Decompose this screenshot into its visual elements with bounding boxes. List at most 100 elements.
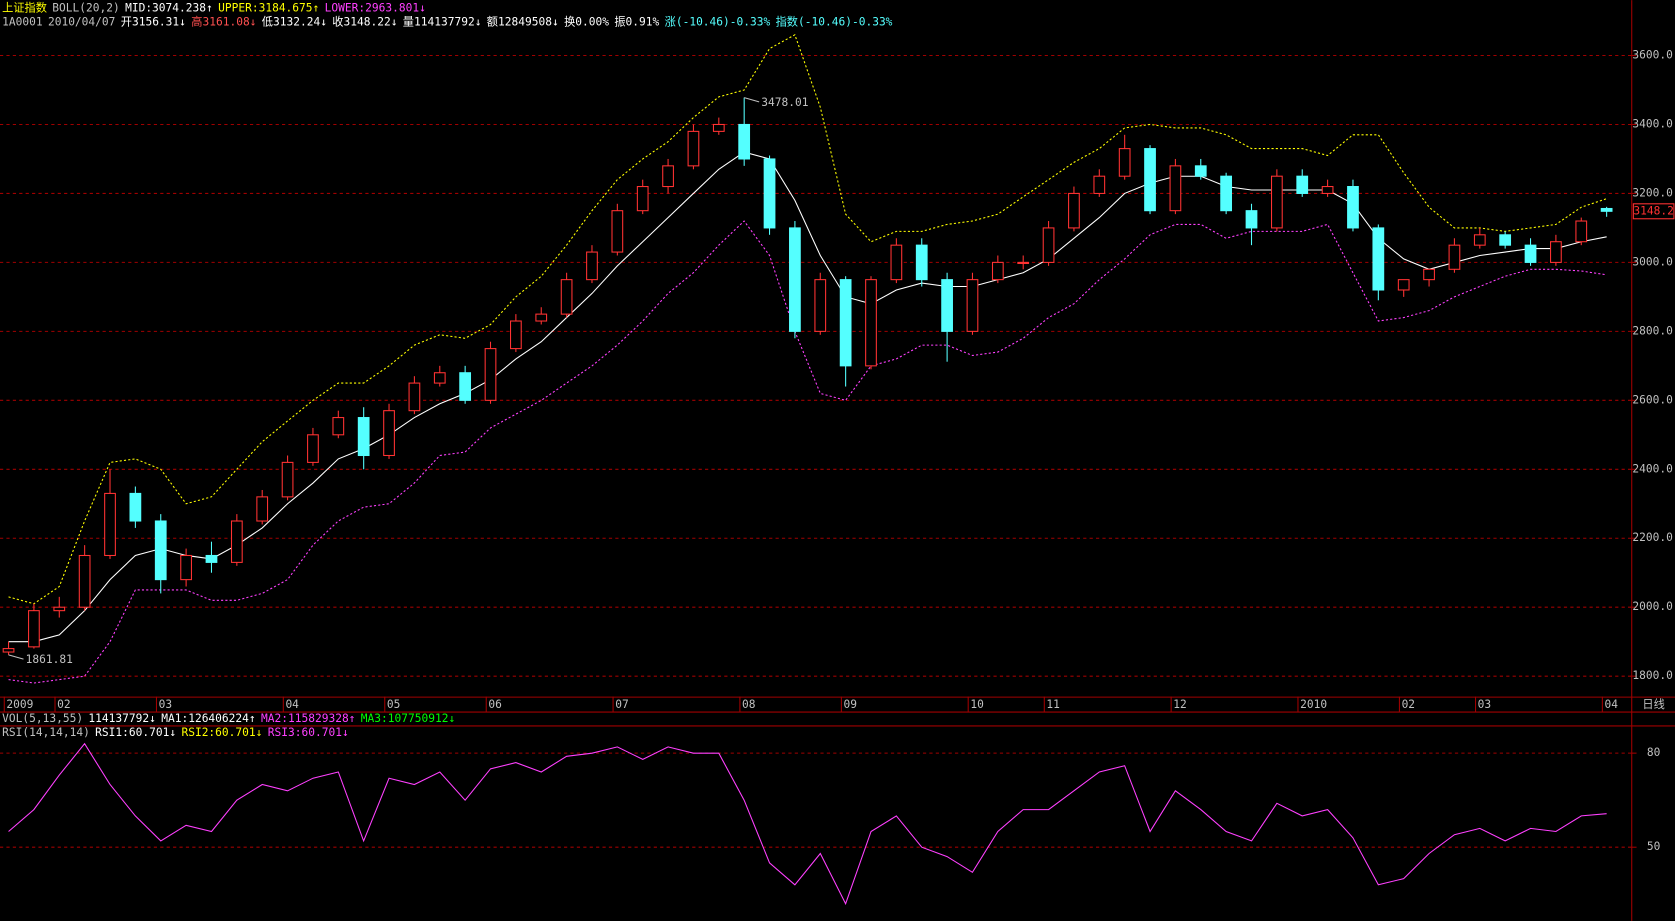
x-tick-label: 04	[285, 698, 299, 711]
header-text: VOL(5,13,55)	[2, 712, 83, 725]
candle-body	[1068, 192, 1080, 229]
candle-body	[1397, 279, 1410, 291]
x-tick-label: 03	[159, 698, 172, 711]
header-text: RSI1:60.701↓	[95, 726, 176, 739]
boll-lower	[8, 220, 1607, 684]
candle-body	[687, 130, 700, 167]
candle-body	[129, 492, 142, 522]
x-tick-label: 10	[970, 698, 984, 711]
candle-body	[509, 320, 522, 350]
candle-body	[307, 434, 319, 463]
x-tick-label: 03	[1478, 698, 1492, 711]
candle-body	[586, 251, 598, 281]
y-tick-label: 80	[1647, 746, 1661, 759]
candle-body	[763, 158, 776, 229]
candle-body	[1550, 241, 1562, 263]
rsi-line	[8, 742, 1607, 906]
header-text: MA2:115829328↑	[261, 712, 355, 725]
header-text: 开3156.31↓	[121, 16, 186, 29]
header-text: 指数(-10.46)-0.33%	[776, 15, 893, 29]
candle-body	[1296, 175, 1309, 194]
header-text: MA1:126406224↑	[161, 712, 255, 725]
header-text: 量114137792↓	[403, 16, 482, 29]
header-text: 1A0001	[2, 16, 42, 29]
candle-body	[611, 210, 624, 253]
x-tick-label: 06	[488, 698, 502, 711]
header-text: 低3132.24↓	[262, 16, 327, 29]
y-tick-label: 50	[1647, 840, 1661, 853]
candle-body	[915, 244, 928, 281]
candle-body	[53, 606, 66, 612]
candle-body	[941, 279, 953, 332]
header-text: 涨(-10.46)-0.33%	[665, 16, 771, 29]
candle-body	[712, 123, 725, 132]
x-tick-label: 2010	[1300, 698, 1327, 711]
candle-body	[256, 496, 269, 522]
candle-body	[865, 279, 877, 367]
candle-body	[1372, 227, 1385, 291]
last-price-label: 3148.2	[1633, 204, 1673, 217]
candle-body	[1093, 175, 1106, 194]
candle-body	[1017, 261, 1030, 265]
candle-body	[230, 520, 243, 563]
candle-body	[205, 554, 218, 563]
header-text: 振0.91%	[614, 15, 659, 29]
x-tick-label: 02	[1402, 698, 1415, 711]
header-text: 高3161.08↓	[191, 15, 256, 29]
header-text: 上证指数	[2, 1, 47, 15]
candle-body	[1194, 165, 1207, 177]
candle-body	[1220, 175, 1233, 212]
x-tick-label: 2009	[6, 698, 33, 711]
candle-body	[1321, 186, 1334, 194]
header-text: RSI(14,14,14)	[2, 726, 90, 739]
candle-body	[1499, 234, 1512, 246]
candle-body	[966, 279, 979, 332]
header-text: RSI2:60.701↓	[181, 726, 262, 739]
header-text: LOWER:2963.801↓	[325, 2, 426, 15]
x-tick-label: 09	[844, 698, 858, 711]
candle-body	[1600, 207, 1613, 212]
candle-body	[738, 123, 751, 160]
header-text: 换0.00%	[564, 15, 609, 29]
candle-body	[535, 313, 548, 322]
candle-body	[433, 372, 446, 384]
candle-body	[408, 382, 421, 412]
candle-body	[332, 417, 345, 436]
candle-body	[459, 372, 472, 401]
annotation-leader	[8, 654, 24, 660]
x-tick-label: 04	[1604, 698, 1618, 711]
candle-body	[839, 279, 852, 367]
candle-body	[484, 348, 497, 401]
y-tick-label: 3000.0	[1632, 255, 1673, 268]
header-text: MA3:107750912↓	[361, 712, 455, 725]
y-tick-label: 3400.0	[1632, 117, 1673, 130]
x-tick-label: 02	[57, 698, 70, 711]
candle-body	[1245, 210, 1258, 229]
header-text: 收3148.22↓	[332, 15, 397, 29]
candle-body	[1347, 186, 1359, 229]
candle-body	[78, 554, 91, 608]
x-tick-label: 07	[615, 698, 629, 711]
candle-body	[1144, 148, 1156, 212]
boll-upper	[8, 34, 1607, 605]
candle-body	[383, 410, 395, 457]
x-tick-label: 12	[1173, 698, 1187, 711]
candle-body	[814, 279, 827, 332]
candle-body	[890, 244, 903, 281]
y-tick-label: 3200.0	[1632, 186, 1673, 199]
x-tick-label: 05	[387, 698, 400, 711]
candle-body	[789, 227, 801, 332]
candle-body	[560, 279, 573, 315]
y-tick-label: 2200.0	[1632, 531, 1673, 544]
candle-body	[1169, 165, 1182, 212]
candle-body	[180, 554, 192, 581]
candle-body	[1448, 244, 1461, 270]
candle-body	[662, 165, 674, 188]
candle-body	[1118, 148, 1131, 177]
candle-body	[1423, 268, 1435, 281]
candle-body	[1575, 220, 1588, 243]
header-text: MID:3074.238↑	[125, 2, 213, 15]
